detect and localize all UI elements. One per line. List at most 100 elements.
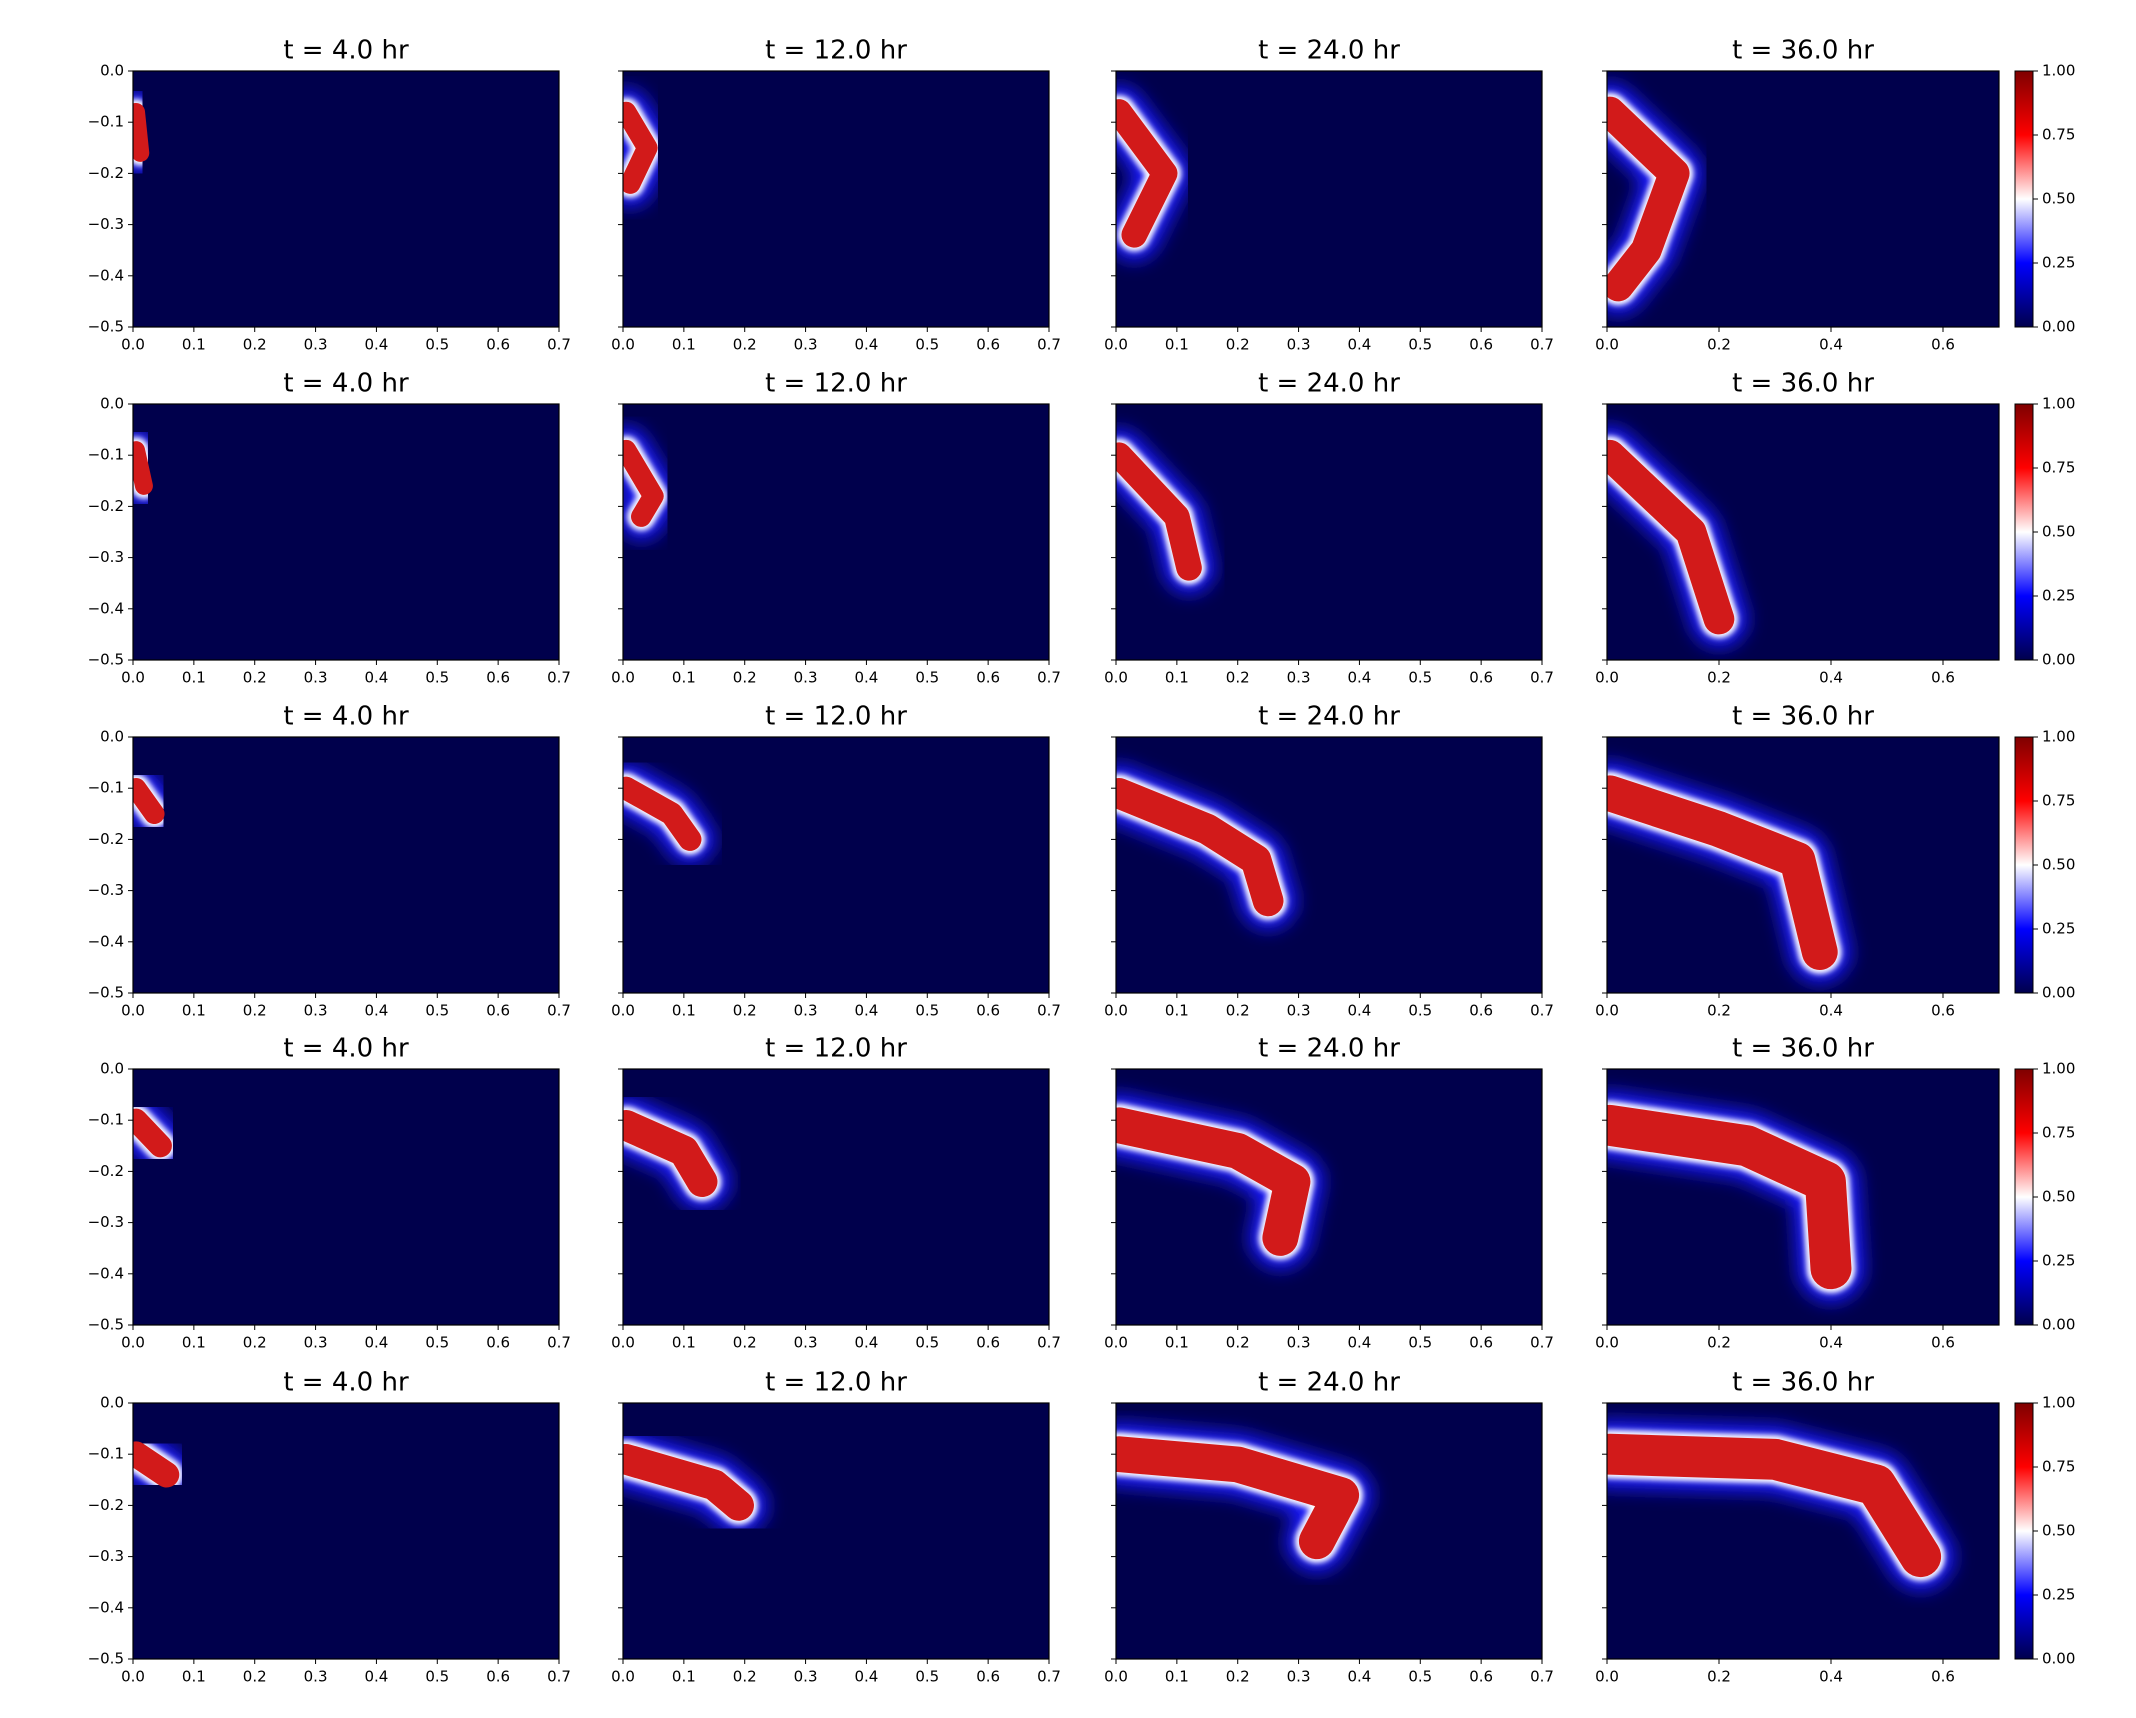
panel-title: t = 36.0 hr <box>1732 1368 1874 1398</box>
plot-frame <box>1115 403 1543 661</box>
x-tick-label: 0.1 <box>182 1668 206 1686</box>
x-tick-label: 0.0 <box>1104 336 1128 354</box>
plume <box>1116 86 1191 261</box>
panel: t = 24.0 hr 0.0 0.1 0.2 0.3 0.4 0.5 0.6 0.7 <box>1104 36 1554 354</box>
x-tick-label: 0.3 <box>304 1002 328 1020</box>
panel-title: t = 36.0 hr <box>1732 36 1874 66</box>
colorbar-tick-label: 0.50 <box>2042 523 2075 541</box>
plot-frame <box>1606 736 2000 994</box>
x-tick-label: 0.6 <box>1469 1334 1493 1352</box>
colorbar-tick-label: 0.00 <box>2042 1316 2075 1334</box>
x-tick-label: 0.6 <box>976 1668 1000 1686</box>
plume <box>1116 429 1215 594</box>
x-tick-label: 0.0 <box>121 336 145 354</box>
plot-area <box>133 71 559 327</box>
panel: t = 36.0 hr 0.0 0.2 0.4 0.6 0.00 0.25 0.50 0.75 1… <box>1595 1034 2075 1352</box>
plot-frame <box>1115 70 1543 328</box>
y-tick-label: 0.0 <box>100 728 124 746</box>
plot-area <box>133 404 559 660</box>
x-tick-label: 0.0 <box>121 1334 145 1352</box>
panel-title: t = 4.0 hr <box>283 702 409 732</box>
colorbar-tick-label: 0.50 <box>2042 190 2075 208</box>
colorbar-tick-label: 0.75 <box>2042 459 2075 477</box>
x-tick-label: 0.2 <box>243 336 267 354</box>
plot-area <box>133 1069 559 1325</box>
x-tick-label: 0.7 <box>1530 1668 1554 1686</box>
plot-frame <box>622 1068 1050 1326</box>
panel: t = 4.0 hr0.0 0.1 0.2 0.3 0.4 0.5 0.6 0.70.0−0.… <box>88 1368 571 1686</box>
x-tick-label: 0.4 <box>854 669 878 687</box>
x-tick-label: 0.3 <box>794 1668 818 1686</box>
plume-core <box>1607 96 1690 302</box>
x-tick-label: 0.3 <box>304 336 328 354</box>
plot-frame <box>1115 736 1543 994</box>
x-tick-label: 0.4 <box>854 1668 878 1686</box>
colorbar-tick-label: 0.25 <box>2042 587 2075 605</box>
x-tick-label: 0.4 <box>854 1334 878 1352</box>
y-tick-label: −0.1 <box>88 446 124 464</box>
panel-title: t = 4.0 hr <box>283 36 409 66</box>
x-tick-label: 0.6 <box>976 1334 1000 1352</box>
x-tick-label: 0.2 <box>243 669 267 687</box>
plume <box>1607 83 1703 315</box>
y-tick-label: −0.4 <box>88 266 124 284</box>
x-tick-label: 0.6 <box>976 336 1000 354</box>
x-tick-label: 0.6 <box>1931 1002 1955 1020</box>
x-tick-label: 0.1 <box>1165 336 1189 354</box>
x-tick-label: 0.4 <box>364 1668 388 1686</box>
y-tick-label: 0.0 <box>100 1060 124 1078</box>
y-tick-label: −0.1 <box>88 779 124 797</box>
x-tick-label: 0.2 <box>733 1002 757 1020</box>
panel: t = 4.0 hr0.0 0.1 0.2 0.3 0.4 0.5 0.6 0.70.0−0.… <box>88 702 571 1020</box>
panel: t = 36.0 hr 0.0 0.2 0.4 0.6 0.00 0.25 0.50 0.75 1… <box>1595 36 2075 354</box>
x-tick-label: 0.7 <box>1037 1668 1061 1686</box>
x-tick-label: 0.2 <box>1226 669 1250 687</box>
plot-frame <box>132 70 560 328</box>
x-tick-label: 0.4 <box>1347 1002 1371 1020</box>
panel: t = 24.0 hr 0.0 0.1 0.2 0.3 0.4 0.5 0.6 0.7 <box>1104 1034 1554 1352</box>
x-tick-label: 0.5 <box>915 1002 939 1020</box>
plume <box>1607 426 1748 648</box>
colorbar <box>2014 736 2034 994</box>
x-tick-label: 0.4 <box>1819 669 1843 687</box>
x-tick-label: 0.1 <box>1165 669 1189 687</box>
x-tick-label: 0.0 <box>121 669 145 687</box>
y-tick-label: −0.2 <box>88 1496 124 1514</box>
x-tick-label: 0.6 <box>1469 669 1493 687</box>
colorbar-tick-label: 1.00 <box>2042 62 2075 80</box>
x-tick-label: 0.4 <box>1347 1334 1371 1352</box>
colorbar-tick-label: 0.75 <box>2042 1124 2075 1142</box>
x-tick-label: 0.6 <box>1931 669 1955 687</box>
panel-title: t = 24.0 hr <box>1258 369 1400 399</box>
x-tick-label: 0.6 <box>486 1002 510 1020</box>
x-tick-label: 0.0 <box>1595 1002 1619 1020</box>
x-tick-label: 0.3 <box>794 336 818 354</box>
plume-core <box>1116 1436 1360 1560</box>
x-tick-label: 0.1 <box>672 1668 696 1686</box>
x-tick-label: 0.6 <box>1469 1002 1493 1020</box>
panel-title: t = 4.0 hr <box>283 1034 409 1064</box>
x-tick-label: 0.6 <box>486 1334 510 1352</box>
y-tick-label: −0.3 <box>88 548 124 566</box>
panel: t = 36.0 hr 0.0 0.2 0.4 0.6 0.00 0.25 0.50 0.75 1… <box>1595 369 2075 687</box>
plume-core <box>1116 99 1178 248</box>
x-tick-label: 0.4 <box>1347 669 1371 687</box>
plume <box>623 1430 767 1534</box>
x-tick-label: 0.7 <box>547 1334 571 1352</box>
x-tick-label: 0.0 <box>1104 1334 1128 1352</box>
plot-area <box>1116 71 1542 327</box>
plume-core <box>1116 442 1202 581</box>
colorbar-tick-label: 0.50 <box>2042 856 2075 874</box>
y-tick-label: −0.5 <box>88 984 124 1002</box>
panel-title: t = 12.0 hr <box>765 1034 907 1064</box>
panel-title: t = 24.0 hr <box>1258 1034 1400 1064</box>
panel-title: t = 12.0 hr <box>765 1368 907 1398</box>
x-tick-label: 0.6 <box>1469 1668 1493 1686</box>
x-tick-label: 0.7 <box>547 669 571 687</box>
x-tick-label: 0.3 <box>1287 669 1311 687</box>
panel: t = 4.0 hr0.0 0.1 0.2 0.3 0.4 0.5 0.6 0.70.0−0.… <box>88 36 571 354</box>
x-tick-label: 0.2 <box>733 336 757 354</box>
x-tick-label: 0.3 <box>1287 1002 1311 1020</box>
panel: t = 4.0 hr0.0 0.1 0.2 0.3 0.4 0.5 0.6 0.70.0−0.… <box>88 369 571 687</box>
